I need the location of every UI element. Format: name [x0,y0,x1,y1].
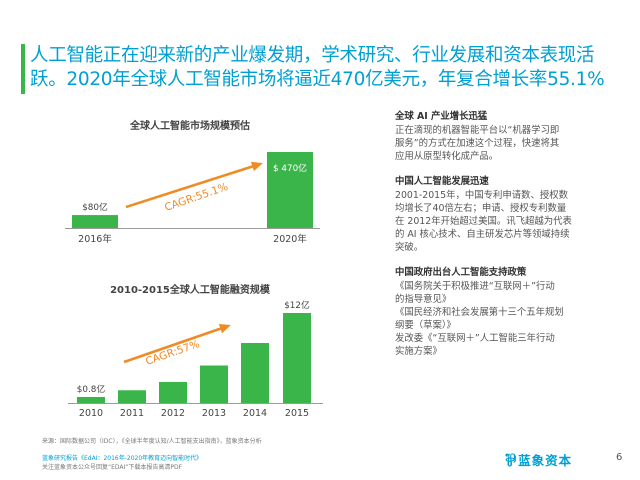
section-line: 2001-2015年，中国专利申请数、授权数 [395,190,568,201]
bar [72,215,118,228]
section-line: 的 AI 核心技术、自主研发芯片等领域持续 [395,229,570,240]
right-panel: 全球 AI 产业增长迅猛 正在滴现的机器智能平台以“机器学习即 服务”的方式在加… [395,110,630,370]
section-heading: 中国人工智能发展迅速 [395,176,489,187]
footer-links: 蓝象研究报告《EdAI：2016年-2020年教育迈向智能时代》 关注蓝象资本公… [42,454,202,472]
x-tick-label: 2012 [161,408,185,419]
x-tick-label: 2010 [79,408,103,419]
bar [283,313,311,403]
section-line: 《国务院关于积极推进“互联网＋”行动 [395,281,555,292]
cagr-arrow-1 [125,162,261,209]
headline: 人工智能正在迎来新的产业爆发期，学术研究、行业发展和资本表现活 跃。2020年全… [30,44,630,92]
data-label: $ 470亿 [273,162,307,174]
section-china-ai: 中国人工智能发展迅速 2001-2015年，中国专利申请数、授权数 均增长了40… [395,175,630,254]
x-tick-label: 2013 [202,408,226,419]
bar [77,397,105,403]
section-line: 《国民经济和社会发展第十三个五年规划 [395,307,564,318]
brand-logo: ⅌ 蓝象资本 [505,448,572,471]
footer-source: 来源：国际数据公司（IDC），《全球半年度认知/人工智能支出指南》，蓝象资本分析 [42,438,262,445]
headline-line-1: 人工智能正在迎来新的产业爆发期，学术研究、行业发展和资本表现活 [30,45,595,66]
logo-mark-icon: ⅌ [505,451,517,471]
section-line: 纲要（草案）》 [395,320,456,331]
x-tick-label: 2011 [120,408,144,419]
section-line: 实施方案》 [395,346,442,357]
section-line: 服务”的方式在加速这个过程，快速将其 [395,138,560,149]
section-global-ai: 全球 AI 产业增长迅猛 正在滴现的机器智能平台以“机器学习即 服务”的方式在加… [395,110,630,163]
data-label: $80亿 [82,201,108,213]
section-line: 发改委《“互联网＋”人工智能三年行动 [395,333,555,344]
bar [267,152,313,228]
section-line: 的指导意见》 [395,294,452,305]
x-tick-label: 2015 [285,408,309,419]
section-line: 突破。 [395,242,424,253]
data-label: $0.8亿 [77,383,106,395]
section-line: 均增长了40倍左右；申请、授权专利数量 [395,203,567,214]
headline-line-2: 跃。2020年全球人工智能市场将逼近470亿美元，年复合增长率55.1% [30,69,605,90]
chart-2-title: 2010-2015全球人工智能融资规模 [110,285,270,296]
bar [118,390,146,403]
section-heading: 全球 AI 产业增长迅猛 [395,111,488,122]
section-policy: 中国政府出台人工智能支持政策 《国务院关于积极推进“互联网＋”行动 的指导意见》… [395,266,630,358]
x-tick-label: 2014 [243,408,267,419]
cagr-label-1: CAGR:55.1% [163,181,230,214]
data-label: $12亿 [284,299,310,311]
section-line: 在 2012年开始超过美国。讯飞超越为代表 [395,216,572,227]
cagr-label-2: CAGR:57% [144,338,201,368]
footer-note: 关注蓝象资本公众号回复“EDAI”下载本报告高清PDF [42,464,183,471]
section-heading: 中国政府出台人工智能支持政策 [395,267,527,278]
bar [200,365,228,403]
page-number: 6 [616,452,623,463]
x-tick-label: 2016年 [78,233,112,245]
report-link[interactable]: 蓝象研究报告《EdAI：2016年-2020年教育迈向智能时代》 [42,455,203,462]
cagr-arrow-2-head [218,323,231,334]
section-line: 正在滴现的机器智能平台以“机器学习即 [395,125,560,136]
headline-accent-bar [21,44,25,94]
cagr-arrow-1-head [250,161,263,172]
section-line: 应用从原型转化成产品。 [395,151,499,162]
cagr-arrow-2 [123,324,229,364]
x-tick-label: 2020年 [273,233,307,245]
chart-1-title: 全球人工智能市场规模预估 [130,121,250,132]
logo-text: 蓝象资本 [518,453,573,468]
bar [159,382,187,403]
bar [241,343,269,403]
